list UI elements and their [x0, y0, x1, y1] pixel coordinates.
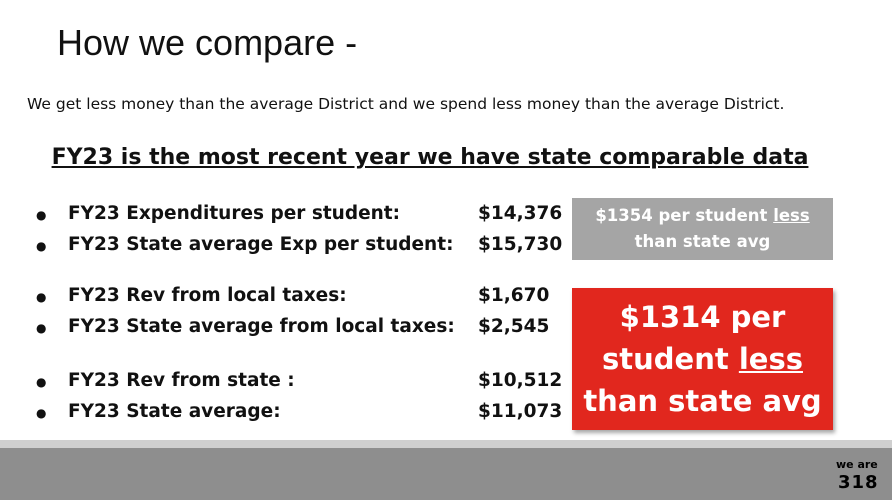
bullet: ●	[36, 406, 47, 420]
callout-box: $1354 per student less than state avg	[572, 198, 833, 260]
item-label: FY23 Rev from state :	[68, 370, 295, 391]
callout-emphasis: less	[773, 206, 810, 225]
bullet: ●	[36, 208, 47, 222]
item-value: $15,730	[478, 234, 563, 255]
bullet: ●	[36, 290, 47, 304]
bullet: ●	[36, 239, 47, 253]
subtitle: We get less money than the average Distr…	[27, 95, 785, 113]
item-value: $2,545	[478, 316, 550, 337]
item-value: $10,512	[478, 370, 563, 391]
logo-number: 318	[838, 472, 879, 493]
item-label: FY23 Expenditures per student:	[68, 203, 401, 224]
callout-tail: than state avg	[583, 384, 822, 418]
footer-band	[0, 448, 892, 500]
footer-stripe	[0, 440, 892, 448]
callout-box: $1314 per student less than state avg	[572, 288, 833, 430]
item-label: FY23 State average:	[68, 401, 281, 422]
callout-text: $1354 per student less than state avg	[580, 203, 825, 255]
item-label: FY23 State average Exp per student:	[68, 234, 454, 255]
callout-lead: $1314 per student	[602, 300, 786, 376]
item-value: $14,376	[478, 203, 563, 224]
callout-lead: $1354 per student	[595, 206, 768, 225]
item-label: FY23 State average from local taxes:	[68, 316, 455, 337]
slide-title: How we compare -	[57, 22, 358, 63]
bullet: ●	[36, 321, 47, 335]
item-value: $1,670	[478, 285, 550, 306]
logo-text: we are	[836, 458, 878, 471]
callout-text: $1314 per student less than state avg	[582, 296, 823, 422]
heading: FY23 is the most recent year we have sta…	[51, 145, 809, 170]
callout-tail: than state avg	[634, 232, 771, 251]
callout-emphasis: less	[738, 342, 803, 376]
item-label: FY23 Rev from local taxes:	[68, 285, 347, 306]
item-value: $11,073	[478, 401, 563, 422]
bullet: ●	[36, 375, 47, 389]
